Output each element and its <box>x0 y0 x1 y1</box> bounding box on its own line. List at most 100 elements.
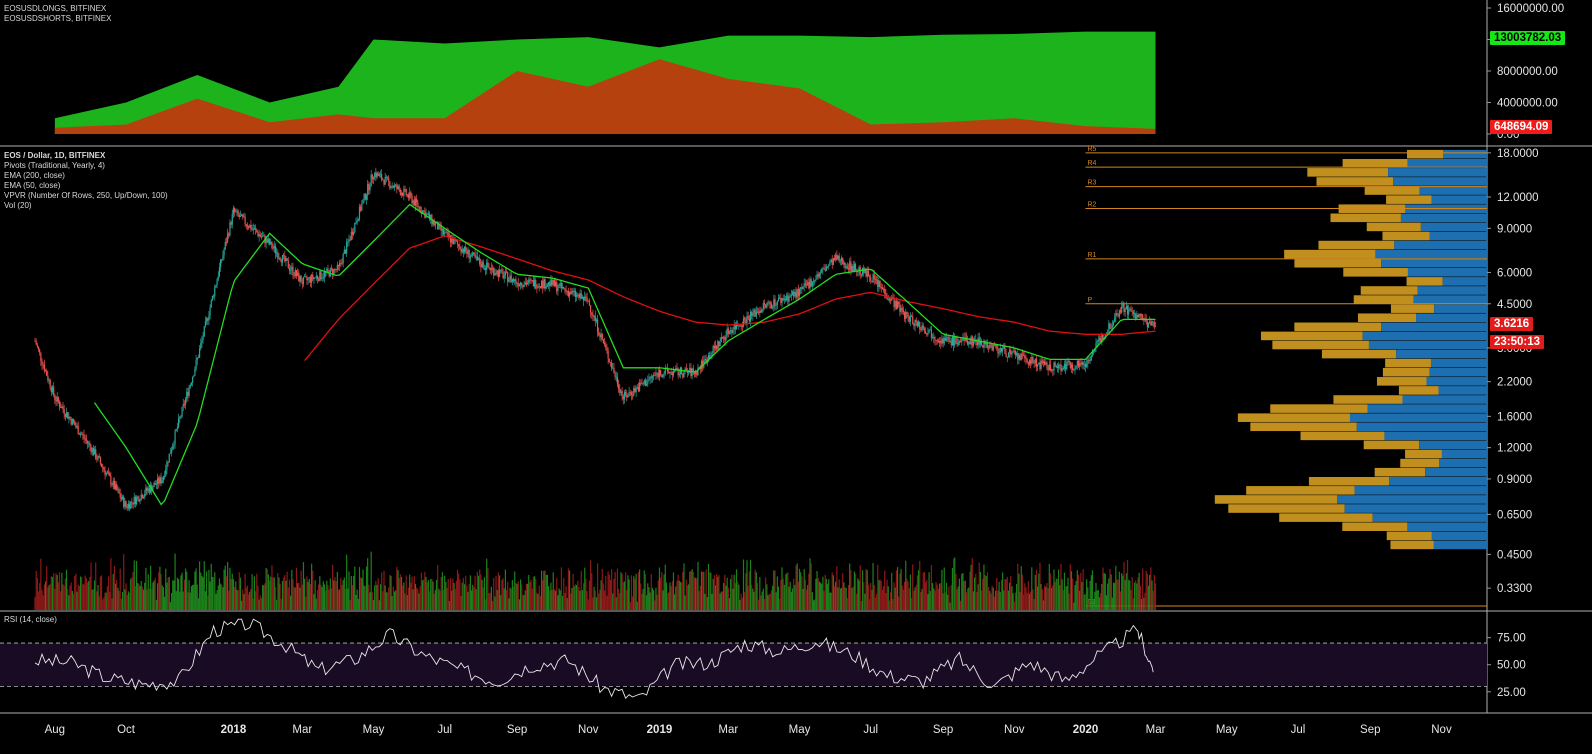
vpvr-row-down <box>1434 304 1487 313</box>
volume-bar <box>891 572 893 610</box>
candle-body <box>613 367 615 373</box>
candle-body <box>861 267 864 275</box>
volume-bar <box>383 570 385 610</box>
volume-bar <box>1126 560 1129 610</box>
candle-body <box>491 267 494 269</box>
volume-bar <box>887 586 889 610</box>
vpvr-row-up <box>1307 168 1389 177</box>
candle-body <box>249 224 251 228</box>
candle-body <box>808 281 810 289</box>
volume-bar <box>323 584 326 610</box>
candle-body <box>365 195 368 200</box>
volume-bar <box>668 592 670 610</box>
volume-bar <box>800 572 802 610</box>
vpvr-row-up <box>1318 240 1395 250</box>
candle-body <box>521 282 523 286</box>
candle-body <box>184 398 187 405</box>
volume-bar <box>449 578 452 610</box>
time-axis-label: Nov <box>1431 724 1452 736</box>
volume-bar <box>1054 582 1056 610</box>
volume-bar <box>529 582 531 610</box>
volume-bar <box>351 585 354 610</box>
volume-bar <box>984 574 986 610</box>
volume-bar <box>565 586 567 610</box>
candle-body <box>214 287 216 297</box>
volume-bar <box>725 585 727 610</box>
candle-body <box>537 285 539 289</box>
candle-body <box>744 318 746 320</box>
volume-bar <box>340 577 342 610</box>
volume-bar <box>910 597 913 610</box>
volume-bar <box>884 570 886 610</box>
volume-bar <box>481 579 483 610</box>
candle-body <box>1108 323 1110 333</box>
volume-bar <box>441 572 443 610</box>
volume-bar <box>1147 585 1150 610</box>
time-axis-label: Jul <box>437 724 452 736</box>
candle-body <box>927 332 929 335</box>
volume-bar <box>683 563 685 610</box>
candle-body <box>291 266 293 270</box>
candle-body <box>385 176 387 178</box>
candle-body <box>128 503 131 509</box>
volume-bar <box>794 584 796 610</box>
volume-bar <box>349 600 351 610</box>
volume-bar <box>469 575 471 610</box>
volume-bar <box>695 577 697 610</box>
candle-body <box>606 347 608 351</box>
candle-body <box>140 494 142 501</box>
candle-body <box>735 323 738 330</box>
candle-body <box>818 273 820 277</box>
volume-bar <box>604 590 606 610</box>
volume-bar <box>65 569 68 610</box>
volume-bar <box>35 570 37 610</box>
candle-body <box>636 387 638 389</box>
volume-bar <box>889 592 892 610</box>
candle-body <box>112 480 114 486</box>
candle-body <box>577 294 579 296</box>
candle-body <box>55 399 57 402</box>
volume-bar <box>805 589 808 610</box>
candle-body <box>253 228 256 230</box>
volume-bar <box>140 580 142 610</box>
candle-body <box>235 211 237 213</box>
volume-bar <box>882 585 885 610</box>
candle-body <box>336 264 338 270</box>
volume-bar <box>1140 599 1143 610</box>
volume-bar <box>291 569 293 610</box>
volume-bar <box>759 577 761 610</box>
candle-body <box>1030 360 1032 364</box>
volume-bar <box>435 579 438 610</box>
candle-body <box>692 368 694 372</box>
volume-bar <box>809 558 811 610</box>
candle-body <box>113 480 115 489</box>
candle-body <box>451 238 453 243</box>
volume-bar <box>1144 592 1146 610</box>
volume-bar <box>243 594 245 610</box>
candle-body <box>495 273 497 275</box>
candle-body <box>668 371 670 374</box>
volume-bar <box>347 588 349 610</box>
volume-bar <box>106 586 108 610</box>
volume-bar <box>167 577 169 610</box>
volume-bar <box>703 571 705 610</box>
candle-body <box>546 285 549 287</box>
candle-body <box>498 270 501 277</box>
vpvr-row-down <box>1438 386 1487 395</box>
volume-bar <box>615 597 617 610</box>
candle-body <box>821 269 823 273</box>
volume-bar <box>494 596 496 610</box>
volume-bar <box>1135 580 1137 610</box>
candle-body <box>805 285 808 286</box>
volume-bar <box>237 590 239 610</box>
candle-body <box>649 376 651 379</box>
price-axis-label: 9.0000 <box>1497 223 1532 235</box>
volume-bar <box>388 587 390 610</box>
candle-body <box>1069 362 1071 368</box>
candle-body <box>982 345 984 348</box>
volume-bar <box>270 576 272 610</box>
candle-body <box>344 250 347 254</box>
candle-body <box>91 448 93 453</box>
price-axis-label: 1.6000 <box>1497 411 1532 423</box>
volume-bar <box>371 592 373 610</box>
